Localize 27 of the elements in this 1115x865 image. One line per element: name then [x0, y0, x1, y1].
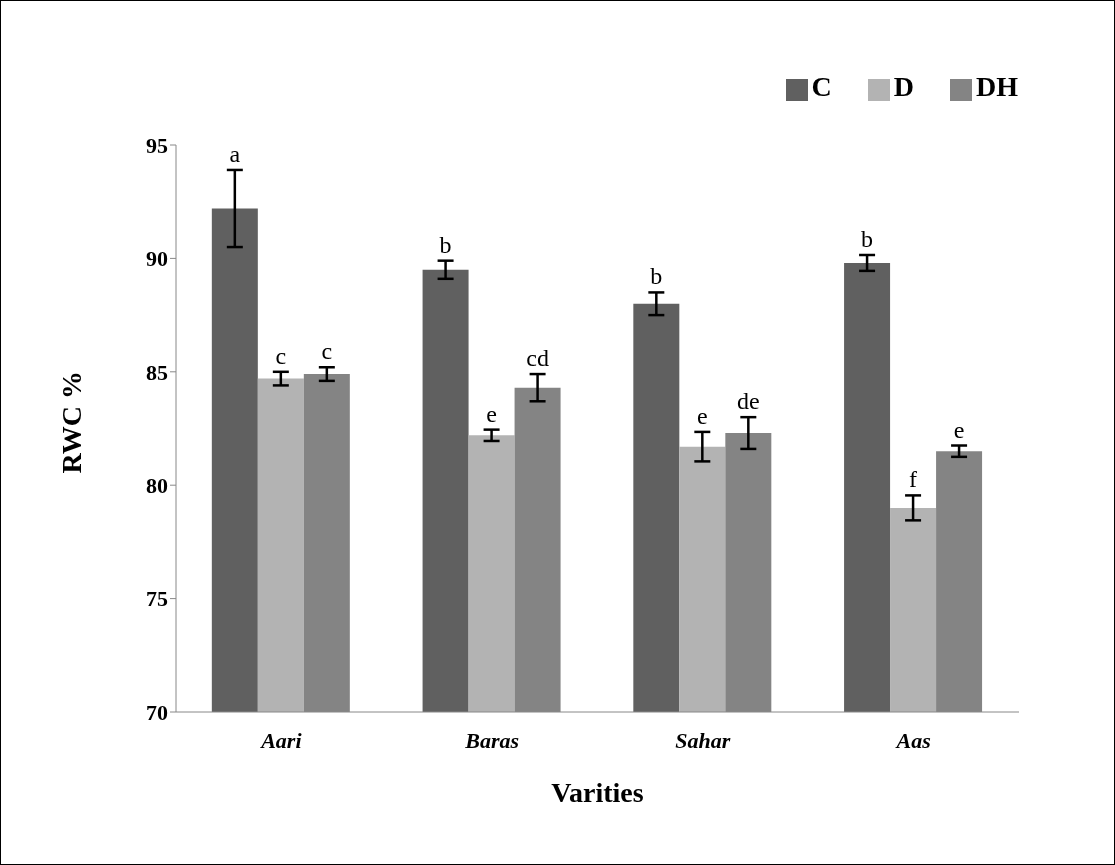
- legend-label: D: [893, 71, 914, 102]
- y-tick-label: 85: [146, 359, 168, 385]
- x-tick-label: Sahar: [675, 727, 731, 753]
- data-label: de: [737, 388, 760, 415]
- legend-label: C: [811, 71, 832, 102]
- y-tick-label: 70: [146, 699, 168, 725]
- x-tick-label: Baras: [464, 727, 520, 753]
- data-label: e: [486, 400, 497, 427]
- x-tick-label: Aari: [259, 727, 303, 753]
- data-label: b: [861, 226, 874, 252]
- y-tick-label: 80: [146, 473, 168, 499]
- data-label: b: [650, 263, 663, 290]
- x-tick-label: Aas: [894, 727, 931, 753]
- y-tick-label: 75: [146, 586, 168, 612]
- y-axis-title: RWC %: [55, 371, 87, 474]
- data-label: c: [275, 342, 287, 369]
- data-label: e: [697, 402, 708, 429]
- y-tick-label: 95: [146, 132, 168, 158]
- data-label: e: [953, 416, 965, 443]
- legend-label: DH: [976, 71, 1018, 102]
- data-label: f: [909, 466, 918, 493]
- x-axis-title: Varities: [551, 777, 644, 808]
- data-label: c: [321, 338, 333, 365]
- data-label: a: [229, 140, 241, 167]
- y-tick-label: 90: [146, 246, 168, 272]
- data-label: cd: [526, 345, 549, 372]
- data-label: b: [439, 231, 452, 258]
